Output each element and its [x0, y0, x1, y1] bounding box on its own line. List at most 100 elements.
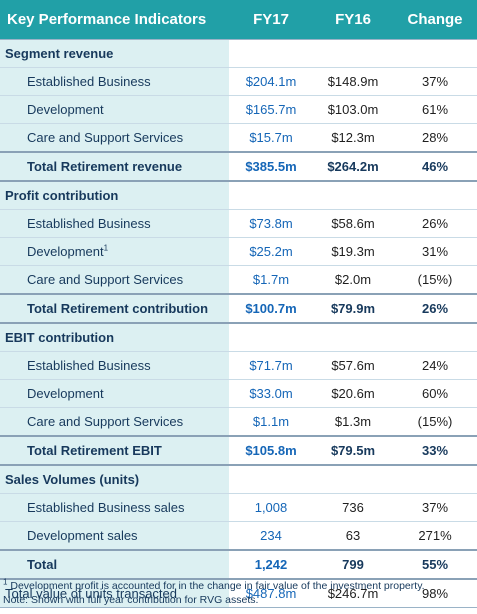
row-label-text: Established Business sales	[27, 500, 185, 515]
fy17-value: 1,008	[229, 493, 313, 522]
footnote-marker: 1	[103, 243, 109, 253]
fy16-value: $103.0m	[313, 95, 393, 124]
table-title: Key Performance Indicators	[0, 0, 229, 40]
table-row: Development1 $25.2m $19.3m 31%	[0, 237, 477, 266]
change-value: 46%	[393, 151, 477, 182]
row-label: Total Retirement EBIT	[0, 435, 229, 466]
change-value: 37%	[393, 67, 477, 96]
fy17-value: $105.8m	[229, 435, 313, 466]
section-header-row: Segment revenue	[0, 39, 477, 68]
fy17-value: $15.7m	[229, 123, 313, 152]
fy16-value: $1.3m	[313, 407, 393, 436]
fy16-value: $79.5m	[313, 435, 393, 466]
fy16-value: $57.6m	[313, 351, 393, 380]
row-label: Development sales	[0, 521, 229, 550]
change-value: 55%	[393, 549, 477, 580]
total-row: Total Retirement contribution $100.7m $79.…	[0, 293, 477, 324]
change-value: (15%)	[393, 407, 477, 436]
section-title: EBIT contribution	[0, 322, 229, 352]
section-title: Profit contribution	[0, 180, 229, 210]
fy17-value: $1.1m	[229, 407, 313, 436]
table-row: Development sales 234 63 271%	[0, 521, 477, 550]
table-row: Established Business $71.7m $57.6m 24%	[0, 351, 477, 380]
section-title: Sales Volumes (units)	[0, 464, 229, 494]
fy17-value: $487.8m	[229, 578, 313, 608]
change-value: 37%	[393, 493, 477, 522]
fy16-value: $19.3m	[313, 237, 393, 266]
table-row: Established Business $73.8m $58.6m 26%	[0, 209, 477, 238]
footnote-note: Note: Shown with full year contribution …	[3, 594, 259, 606]
change-value: 26%	[393, 293, 477, 324]
row-label: Established Business	[0, 209, 229, 238]
section-header-row: Sales Volumes (units)	[0, 464, 477, 494]
row-label: Established Business	[0, 351, 229, 380]
fy17-value: $204.1m	[229, 67, 313, 96]
fy16-value: 63	[313, 521, 393, 550]
fy17-value: $1.7m	[229, 265, 313, 294]
fy16-value: 736	[313, 493, 393, 522]
fy17-value: $385.5m	[229, 151, 313, 182]
fy17-value: $71.7m	[229, 351, 313, 380]
row-label: Established Business	[0, 67, 229, 96]
footnote-1-text: Development profit is accounted for in t…	[10, 580, 425, 592]
change-value: 26%	[393, 209, 477, 238]
row-label: Total Retirement contribution	[0, 293, 229, 324]
fy17-value: $33.0m	[229, 379, 313, 408]
change-value: 33%	[393, 435, 477, 466]
kpi-table-header: Key Performance Indicators FY17 FY16 Cha…	[0, 0, 477, 40]
row-label: Development1	[0, 237, 229, 266]
section-header-blank	[229, 180, 477, 210]
row-label-text: Total value of units transacted	[5, 586, 177, 601]
change-value: 24%	[393, 351, 477, 380]
section-title: Segment revenue	[0, 39, 229, 68]
row-label: Care and Support Services	[0, 407, 229, 436]
footnote-1-mark: 1	[3, 577, 8, 587]
table-row: Development $33.0m $20.6m 60%	[0, 379, 477, 408]
table-row: Development $165.7m $103.0m 61%	[0, 95, 477, 124]
table-row: Established Business sales 1,008 736 37%	[0, 493, 477, 522]
column-header-fy16: FY16	[313, 0, 393, 40]
footnote-1: 1 Development profit is accounted for in…	[3, 577, 475, 593]
fy17-value: $25.2m	[229, 237, 313, 266]
section-header-row: Profit contribution	[0, 180, 477, 210]
fy16-value: $148.9m	[313, 67, 393, 96]
row-label-text: Development sales	[27, 528, 138, 543]
row-label-text: Established Business	[27, 216, 151, 231]
fy16-value: $246.7m	[313, 578, 393, 608]
grand-total-row: Total value of units transacted $487.8m $2…	[0, 578, 477, 608]
row-label-text: Care and Support Services	[27, 272, 184, 287]
fy17-value: 234	[229, 521, 313, 550]
fy16-value: $12.3m	[313, 123, 393, 152]
row-label: Development	[0, 379, 229, 408]
fy16-value: $79.9m	[313, 293, 393, 324]
row-label-text: Total Retirement revenue	[27, 159, 183, 174]
section-header-blank	[229, 322, 477, 352]
row-label: Total	[0, 549, 229, 580]
table-row: Care and Support Services $15.7m $12.3m 28%	[0, 123, 477, 152]
fy16-value: $2.0m	[313, 265, 393, 294]
row-label: Care and Support Services	[0, 265, 229, 294]
change-value: 60%	[393, 379, 477, 408]
fy17-value: $73.8m	[229, 209, 313, 238]
section-header-blank	[229, 39, 477, 68]
row-label-text: Total Retirement EBIT	[27, 443, 162, 458]
table-row: Care and Support Services $1.7m $2.0m (15%)	[0, 265, 477, 294]
column-header-change: Change	[393, 0, 477, 40]
change-value: 28%	[393, 123, 477, 152]
row-label-text: Established Business	[27, 74, 151, 89]
change-value: 31%	[393, 237, 477, 266]
section-header-row: EBIT contribution	[0, 322, 477, 352]
fy16-value: $20.6m	[313, 379, 393, 408]
section-header-blank	[229, 464, 477, 494]
fy17-value: 1,242	[229, 549, 313, 580]
column-header-fy17: FY17	[229, 0, 313, 40]
change-value: 271%	[393, 521, 477, 550]
total-row: Total 1,242 799 55%	[0, 549, 477, 580]
row-label: Established Business sales	[0, 493, 229, 522]
table-row: Established Business $204.1m $148.9m 37%	[0, 67, 477, 96]
footnotes: 1 Development profit is accounted for in…	[3, 577, 475, 607]
fy17-value: $100.7m	[229, 293, 313, 324]
total-row: Total Retirement revenue $385.5m $264.2m 46…	[0, 151, 477, 182]
row-label: Care and Support Services	[0, 123, 229, 152]
